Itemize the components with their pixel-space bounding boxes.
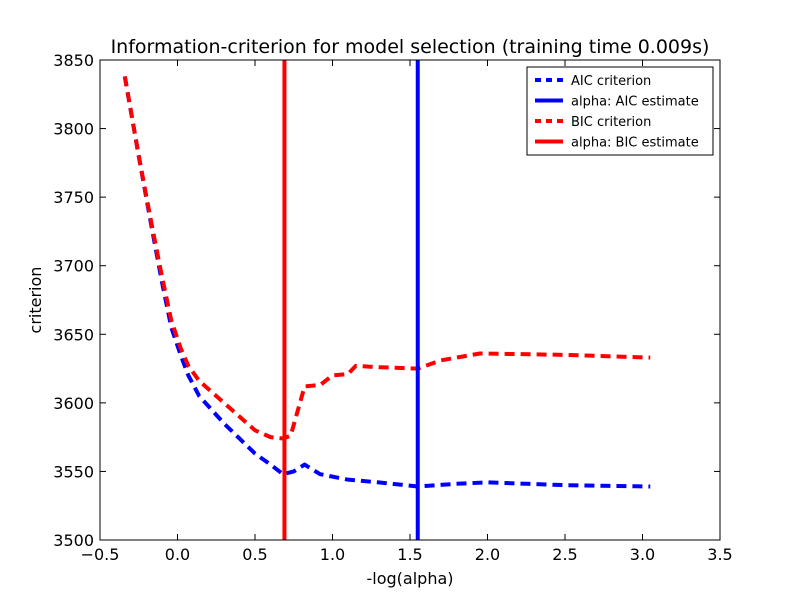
x-axis-label: -log(alpha) — [367, 569, 454, 588]
y-tick-label: 3750 — [53, 188, 94, 207]
series-line — [122, 76, 651, 441]
legend-label: alpha: BIC estimate — [571, 136, 699, 151]
x-tick-label: 0.5 — [242, 545, 267, 564]
x-tick-label: 2.0 — [475, 545, 500, 564]
y-tick-label: 3700 — [53, 257, 94, 276]
x-tick-label: 1.5 — [397, 545, 422, 564]
y-tick-label: 3500 — [53, 531, 94, 550]
legend-items: AIC criterion alpha: AIC estimate BIC crit… — [535, 74, 699, 151]
legend: AIC criterion alpha: AIC estimate BIC crit… — [526, 66, 714, 156]
x-tick-label: 2.5 — [552, 545, 577, 564]
x-tick-label: −0.5 — [81, 545, 120, 564]
x-tick-label: 3.5 — [707, 545, 732, 564]
y-axis-label: criterion — [26, 267, 45, 334]
y-axis: 3500 3550 3600 3650 3700 3750 3800 3850 — [53, 51, 720, 550]
legend-label: alpha: AIC estimate — [571, 95, 699, 110]
x-tick-label: 0.0 — [165, 545, 190, 564]
y-tick-label: 3550 — [53, 462, 94, 481]
x-axis: −0.5 0.0 0.5 1.0 1.5 2.0 2.5 3.0 3.5 — [81, 60, 733, 564]
x-tick-label: 3.0 — [630, 545, 655, 564]
y-tick-label: 3850 — [53, 51, 94, 70]
chart-title: Information-criterion for model selectio… — [111, 36, 710, 58]
y-tick-label: 3600 — [53, 394, 94, 413]
x-tick-label: 1.0 — [320, 545, 345, 564]
legend-label: AIC criterion — [571, 74, 651, 89]
series-layer — [122, 60, 651, 540]
y-tick-label: 3650 — [53, 325, 94, 344]
y-tick-label: 3800 — [53, 120, 94, 139]
legend-label: BIC criterion — [571, 115, 651, 130]
